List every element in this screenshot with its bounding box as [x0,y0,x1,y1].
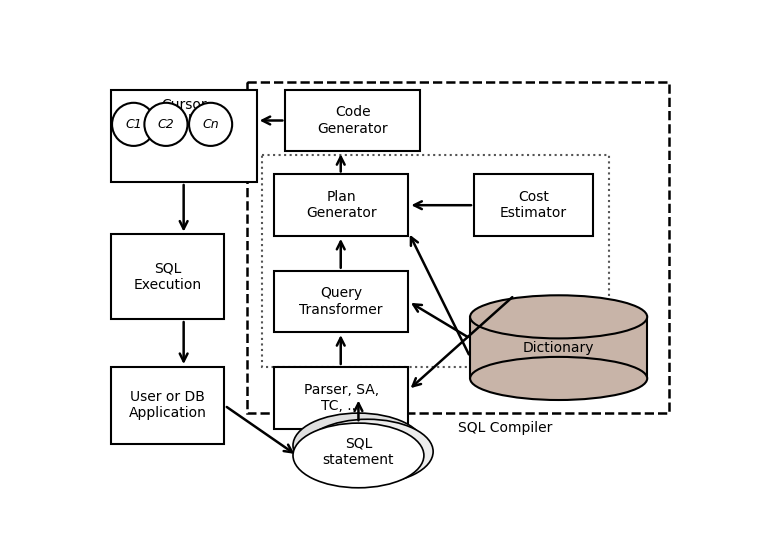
Text: Dictionary: Dictionary [523,341,594,355]
Text: User or DB
Application: User or DB Application [129,390,206,421]
Text: Cursor
Cache: Cursor Cache [161,98,206,128]
Text: Plan
Generator: Plan Generator [305,190,377,220]
FancyBboxPatch shape [262,155,609,367]
Text: SQL
Execution: SQL Execution [133,262,202,292]
FancyBboxPatch shape [474,174,594,236]
Text: C2: C2 [158,118,174,131]
FancyBboxPatch shape [111,234,224,319]
Ellipse shape [470,357,647,400]
Text: SQL
statement: SQL statement [323,436,394,467]
Circle shape [189,103,232,146]
Ellipse shape [293,423,424,488]
Text: Code
Generator: Code Generator [318,105,388,135]
Circle shape [144,103,187,146]
Ellipse shape [470,295,647,339]
Text: Parser, SA,
TC, ...: Parser, SA, TC, ... [303,382,379,413]
FancyBboxPatch shape [274,174,409,236]
FancyBboxPatch shape [247,82,669,413]
Text: Cost
Estimator: Cost Estimator [500,190,567,220]
Text: SQL Compiler: SQL Compiler [458,421,552,435]
Text: Cn: Cn [202,118,219,131]
Circle shape [112,103,155,146]
Text: Query
Transformer: Query Transformer [299,286,383,316]
Ellipse shape [302,419,433,484]
FancyBboxPatch shape [111,90,257,182]
FancyBboxPatch shape [274,367,409,428]
FancyBboxPatch shape [470,317,647,379]
FancyBboxPatch shape [471,317,647,321]
FancyBboxPatch shape [285,90,420,152]
Ellipse shape [293,413,424,478]
FancyBboxPatch shape [274,271,409,332]
FancyBboxPatch shape [111,367,224,444]
Text: C1: C1 [125,118,142,131]
